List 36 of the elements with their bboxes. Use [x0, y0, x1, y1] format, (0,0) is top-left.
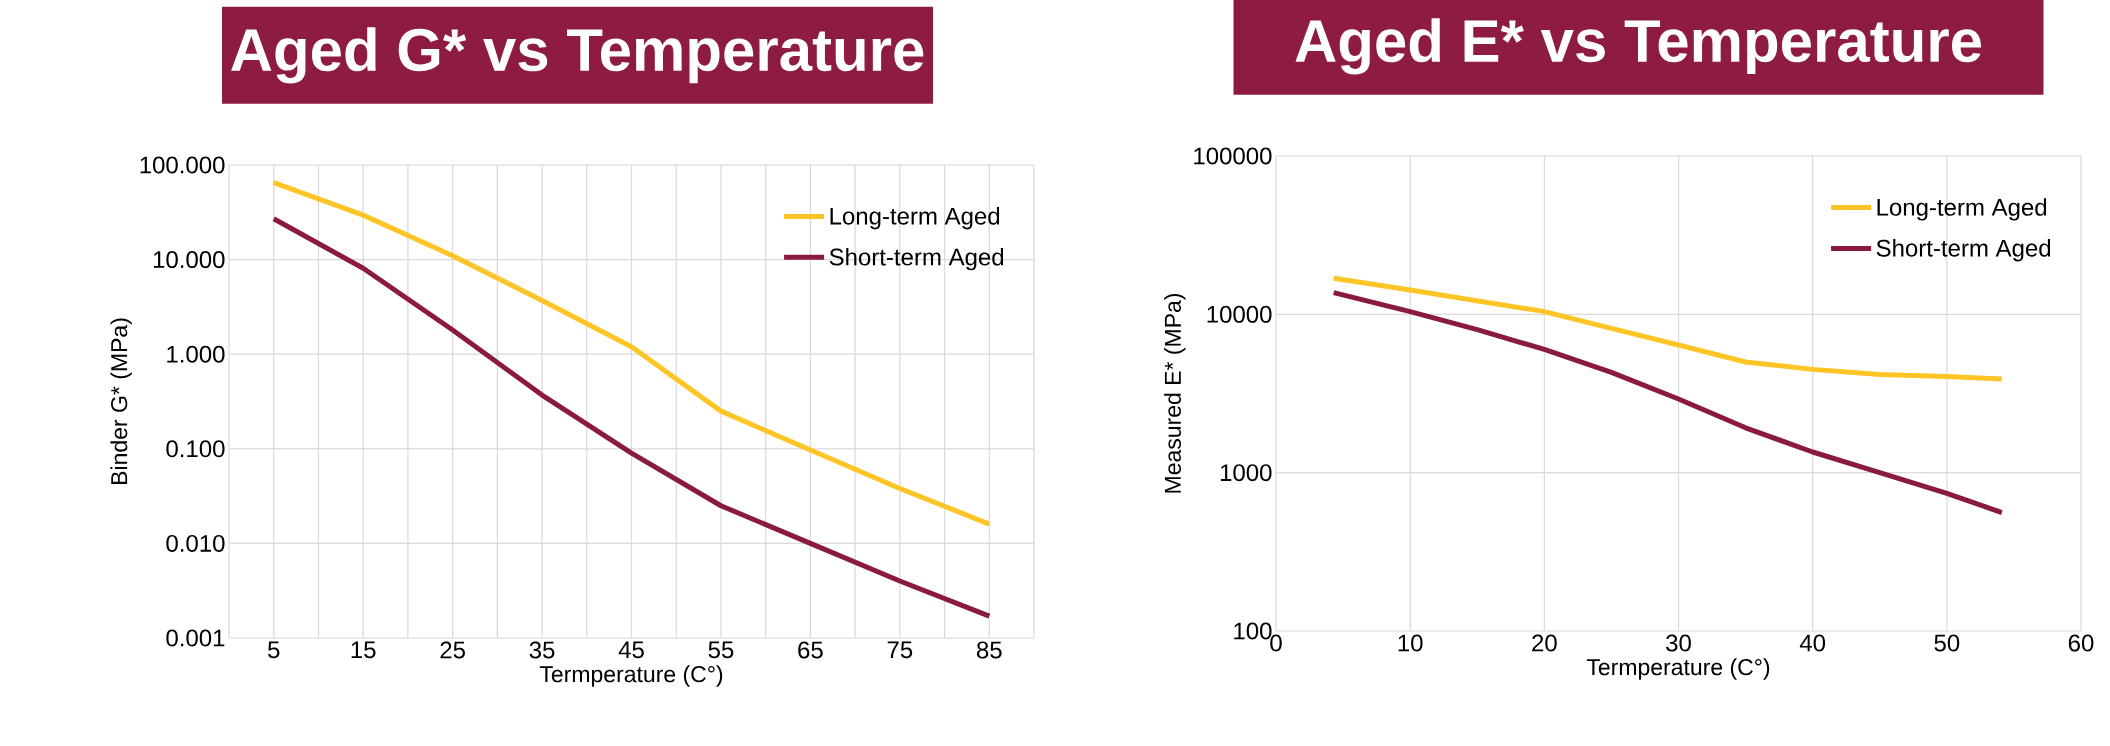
y-tick-label: 10000 — [1207, 305, 1272, 323]
x-tick-label: 65 — [798, 641, 823, 659]
y-tick-label: 1000 — [1220, 464, 1272, 482]
x-tick-label: 40 — [1799, 634, 1826, 652]
legend-label: Long-term Aged — [830, 207, 1000, 230]
x-tick-label: 5 — [268, 641, 280, 659]
x-tick-label: 25 — [440, 641, 465, 659]
legend-label: Short-term Aged — [829, 247, 1004, 271]
x-tick-label: 85 — [976, 641, 1002, 659]
x-tick-label: 45 — [618, 641, 644, 659]
chart-title: Aged E* vs Temperature — [1295, 18, 1981, 75]
x-tick-label: 60 — [2068, 634, 2094, 652]
x-tick-label: 30 — [1666, 634, 1691, 652]
x-tick-label: 50 — [1934, 634, 1960, 652]
x-tick-label: 10 — [1398, 634, 1423, 652]
chart-title: Aged G* vs Temperature — [231, 27, 924, 84]
y-axis-title: Binder G* (MPa) — [110, 318, 132, 484]
legend-label: Short-term Aged — [1876, 239, 2051, 262]
y-tick-label: 0.010 — [166, 534, 225, 552]
x-axis-title: Termperature (C°) — [1586, 658, 1770, 680]
y-tick-label: 0.100 — [166, 440, 225, 458]
x-tick-label: 75 — [887, 641, 913, 659]
y-tick-label: 100000 — [1194, 147, 1272, 165]
legend-label: Long-term Aged — [1877, 198, 2047, 221]
y-tick-label: 1.000 — [167, 345, 225, 363]
x-tick-label: 35 — [529, 641, 555, 659]
x-tick-label: 15 — [351, 641, 376, 659]
x-tick-label: 20 — [1532, 634, 1557, 652]
y-tick-label: 100.000 — [140, 156, 225, 174]
x-tick-label: 55 — [708, 641, 734, 659]
y-tick-label: 10.000 — [153, 251, 225, 269]
x-axis-title: Termperature (C°) — [539, 665, 723, 687]
y-tick-label: 100 — [1234, 622, 1272, 640]
y-tick-label: 0.001 — [166, 629, 225, 647]
x-tick-label: 0 — [1270, 634, 1282, 652]
y-axis-title: Measured E* (MPa) — [1164, 293, 1186, 493]
